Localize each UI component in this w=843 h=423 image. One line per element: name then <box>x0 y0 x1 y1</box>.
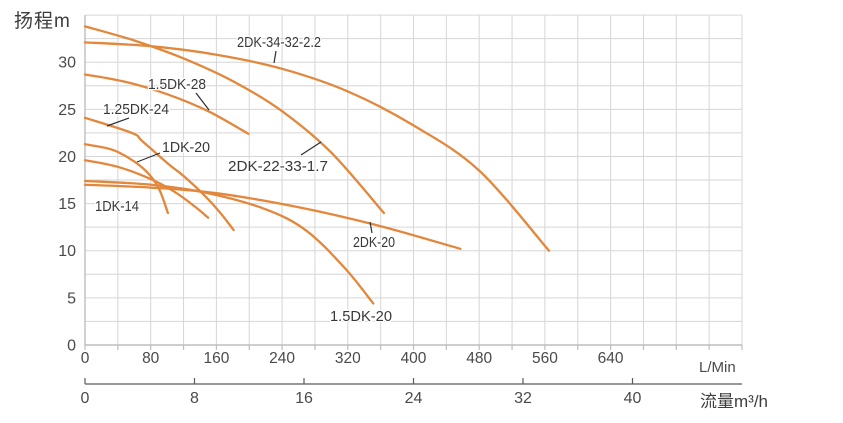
curve-1.5DK-28 <box>83 73 250 135</box>
y-tick-label: 5 <box>67 290 76 307</box>
curve-label: 1.5DK-20 <box>330 309 392 325</box>
curve-pointer-1.25DK-24 <box>106 117 130 127</box>
curve-1.25DK-24 <box>83 116 235 232</box>
curve-pointer-1DK-20 <box>136 152 161 163</box>
x2-tick-label: 0 <box>81 390 90 407</box>
x-axis-secondary-tick-labels: 0 8 16 24 32 40 <box>81 390 642 407</box>
y-tick-label: 30 <box>58 55 76 72</box>
y-tick-label: 0 <box>67 338 76 355</box>
x-tick-label: 320 <box>335 350 361 367</box>
y-axis-tick-labels: 0 5 10 15 20 25 30 <box>58 55 76 355</box>
x-axis-primary-ticks <box>84 345 743 350</box>
curve-label: 1.5DK-28 <box>148 77 206 93</box>
x-axis-primary-tick-labels: 0 80 160 240 320 400 480 560 640 <box>81 350 624 367</box>
x2-tick-label: 16 <box>295 390 313 407</box>
x-axis-primary-unit-label: L/Min <box>699 359 736 376</box>
y-tick-label: 15 <box>58 196 76 213</box>
curve-pointer-2DK-22-33-1.7 <box>300 141 322 156</box>
curve-pointer-2DK-34-32-2.2 <box>273 50 277 64</box>
y-tick-label: 10 <box>58 243 76 260</box>
y-tick-label: 25 <box>58 102 76 119</box>
x-tick-label: 400 <box>401 350 427 367</box>
x2-tick-label: 8 <box>190 390 199 407</box>
curve-1.5DK-20 <box>83 179 375 305</box>
curve-pointer-1.5DK-28 <box>195 92 210 111</box>
curve-label: 2DK-34-32-2.2 <box>237 35 321 51</box>
curve-label: 2DK-20 <box>353 235 395 251</box>
x-axis-secondary-ticks <box>84 378 634 384</box>
x-tick-label: 80 <box>142 350 160 367</box>
x-tick-label: 160 <box>203 350 229 367</box>
curve-label: 1DK-14 <box>95 199 139 215</box>
pump-curves <box>83 25 551 305</box>
curve-label: 1DK-20 <box>162 140 210 156</box>
curve-2DK-22-33-1.7 <box>83 25 386 215</box>
x-tick-label: 560 <box>532 350 558 367</box>
curve-annotations: 2DK-34-32-2.2 2DK-22-33-1.7 1.5DK-28 1.25DK… <box>94 34 397 327</box>
x-tick-label: 480 <box>466 350 492 367</box>
curve-2DK-34-32-2.2 <box>83 41 551 252</box>
x-axis-secondary-unit-label: 流量m³/h <box>700 392 768 411</box>
x-tick-label: 0 <box>81 350 90 367</box>
x2-tick-label: 32 <box>514 390 532 407</box>
y-axis-unit-label: 扬程m <box>14 11 71 32</box>
x-tick-label: 640 <box>598 350 624 367</box>
grid-lines <box>84 14 743 346</box>
x-tick-label: 240 <box>269 350 295 367</box>
x2-tick-label: 24 <box>405 390 423 407</box>
x2-tick-label: 40 <box>624 390 642 407</box>
curve-pointer-2DK-20 <box>369 221 373 234</box>
curve-1DK-20 <box>83 143 170 215</box>
curve-label: 2DK-22-33-1.7 <box>228 159 328 175</box>
curve-label: 1.25DK-24 <box>103 102 169 118</box>
y-tick-label: 20 <box>58 149 76 166</box>
curve-2DK-20 <box>83 183 462 250</box>
